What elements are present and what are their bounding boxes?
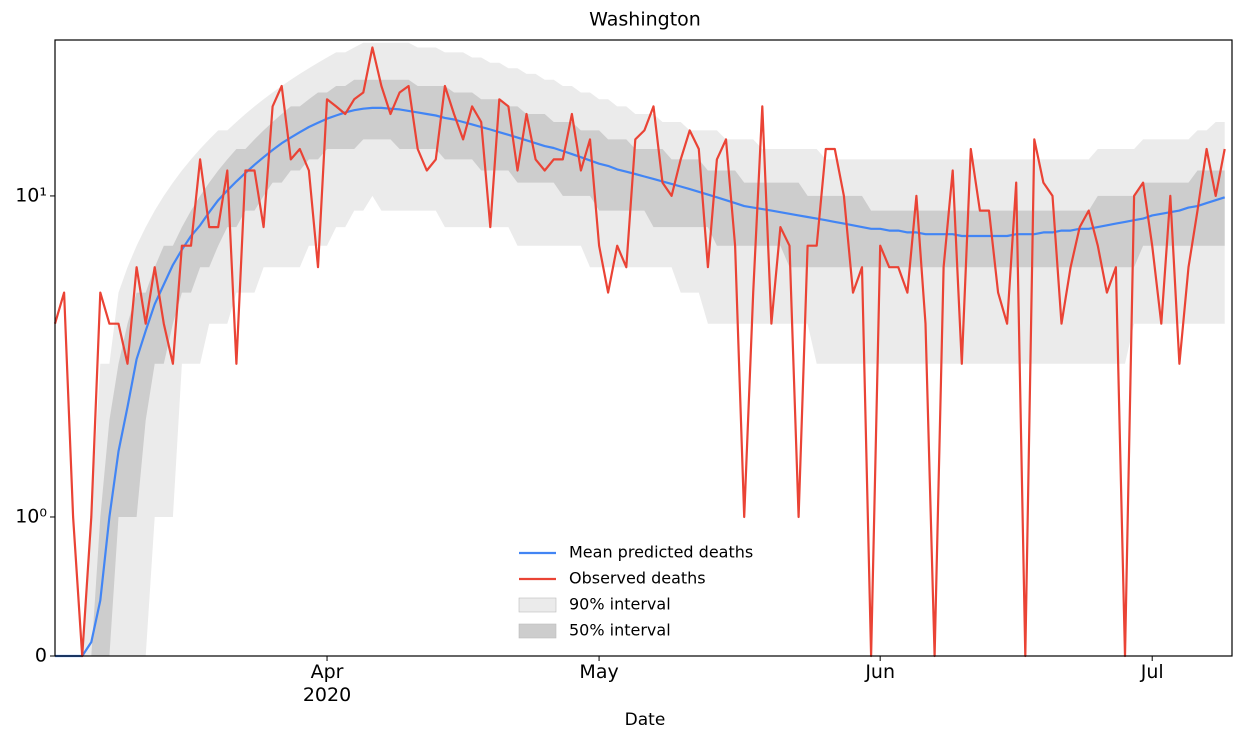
- y-tick-label: 10¹: [15, 184, 47, 206]
- y-tick-label: 10⁰: [15, 505, 47, 527]
- legend: Mean predicted deaths Observed deaths 90% …: [518, 543, 753, 640]
- x-tick-label: Jul: [1140, 661, 1164, 683]
- legend-label: Mean predicted deaths: [569, 543, 753, 562]
- series-line: [53, 46, 1226, 658]
- x-tick-label: Apr 2020: [302, 661, 352, 706]
- x-tick-label: Jun: [865, 661, 895, 683]
- chart-title: Washington: [589, 9, 701, 31]
- legend-label: 50% interval: [569, 621, 671, 640]
- interval-band: [55, 79, 1225, 657]
- axes-frame: [54, 39, 1233, 657]
- interval-band: [55, 42, 1225, 657]
- y-tick-label: 0: [35, 645, 47, 667]
- x-axis-label: Date: [625, 710, 666, 730]
- series-line: [55, 106, 1226, 658]
- legend-label: Observed deaths: [569, 569, 706, 588]
- x-tick-label: May: [579, 661, 619, 683]
- legend-label: 90% interval: [569, 595, 671, 614]
- legend-swatch: [518, 597, 557, 613]
- legend-swatch: [518, 623, 557, 639]
- plot-area: [53, 42, 1226, 658]
